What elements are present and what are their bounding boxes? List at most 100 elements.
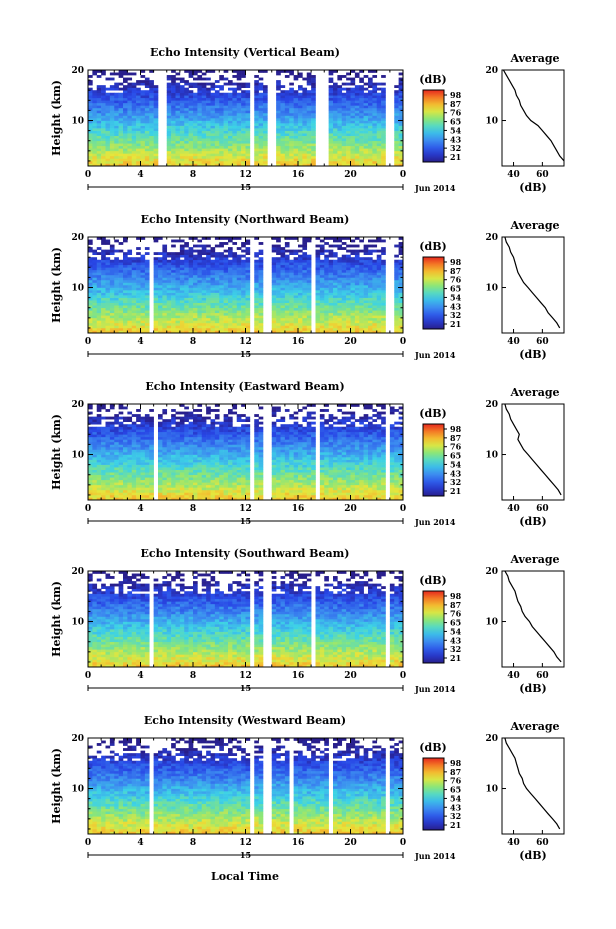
profile-xlabel: (dB) — [519, 849, 546, 862]
x-tick-label: 8 — [190, 170, 196, 180]
colorbar-tick-label: 65 — [450, 117, 461, 127]
date-marker: 15 — [240, 683, 251, 693]
y-tick-label: 10 — [71, 117, 84, 127]
profile-x-tick-label: 60 — [536, 838, 549, 848]
profile-line — [504, 570, 562, 663]
profile-y-tick-label: 10 — [485, 117, 498, 127]
y-axis-label: Height (km) — [50, 414, 63, 490]
profile-xlabel: (dB) — [519, 348, 546, 361]
colorbar-tick-label: 87 — [450, 99, 461, 109]
colorbar-unit: (dB) — [419, 73, 446, 86]
heatmap-cells — [88, 571, 404, 668]
profile-y-tick-label: 20 — [485, 400, 498, 410]
colorbar-tick-label: 32 — [450, 644, 461, 654]
beam-panel-2: Echo Intensity (Eastward Beam) 20 10 Height… — [50, 380, 565, 528]
x-tick-label: 12 — [239, 671, 252, 681]
x-tick-label: 20 — [344, 504, 357, 514]
panel-title: Echo Intensity (Vertical Beam) — [150, 46, 340, 59]
profile-line — [504, 737, 561, 830]
profile-frame — [501, 403, 565, 501]
profile-x-tick-label: 60 — [536, 337, 549, 347]
profile-y-tick-label: 20 — [485, 66, 498, 76]
profile-y-tick-label: 20 — [485, 734, 498, 744]
y-tick-label: 20 — [71, 66, 84, 76]
colorbar-unit: (dB) — [419, 574, 446, 587]
date-marker: 15 — [240, 516, 251, 526]
profile-y-tick-label: 20 — [485, 233, 498, 243]
beam-panel-0: Echo Intensity (Vertical Beam) 20 10 Height… — [50, 46, 565, 194]
profile-x-tick-label: 60 — [536, 504, 549, 514]
colorbar-tick-label: 54 — [450, 125, 462, 135]
colorbar-tick-label: 21 — [450, 653, 461, 663]
profile-x-tick-label: 60 — [536, 170, 549, 180]
panel-title: Echo Intensity (Northward Beam) — [141, 213, 350, 226]
heatmap-cells — [88, 404, 404, 501]
colorbar-tick-label: 32 — [450, 477, 461, 487]
colorbar-tick-label: 54 — [450, 626, 462, 636]
profile-line — [504, 236, 561, 329]
profile-title: Average — [509, 720, 559, 733]
profile-x-tick-label: 40 — [507, 170, 520, 180]
date-label: Jun 2014 — [414, 851, 456, 861]
colorbar-tick-label: 87 — [450, 433, 461, 443]
panel-title: Echo Intensity (Southward Beam) — [141, 547, 350, 560]
colorbar-unit: (dB) — [419, 407, 446, 420]
colorbar-tick-label: 54 — [450, 793, 462, 803]
x-tick-label: 4 — [137, 170, 143, 180]
profile-frame — [501, 236, 565, 334]
x-tick-label: 0 — [85, 504, 91, 514]
x-tick-label: 8 — [190, 671, 196, 681]
x-tick-label: 4 — [137, 838, 143, 848]
date-label: Jun 2014 — [414, 517, 456, 527]
colorbar-tick-label: 43 — [450, 635, 462, 645]
colorbar-unit: (dB) — [419, 240, 446, 253]
colorbar-tick-label: 21 — [450, 486, 461, 496]
date-label: Jun 2014 — [414, 684, 456, 694]
colorbar — [422, 256, 445, 330]
x-tick-label: 12 — [239, 504, 252, 514]
colorbar-tick-label: 87 — [450, 266, 461, 276]
colorbar-tick-label: 43 — [450, 468, 462, 478]
y-tick-label: 20 — [71, 734, 84, 744]
y-axis-label: Height (km) — [50, 80, 63, 156]
x-tick-label: 8 — [190, 504, 196, 514]
profile-x-tick-label: 40 — [507, 671, 520, 681]
colorbar-tick-label: 98 — [450, 90, 462, 100]
profile-y-tick-label: 10 — [485, 284, 498, 294]
colorbar-tick-label: 76 — [450, 776, 462, 786]
colorbar-tick-label: 54 — [450, 292, 462, 302]
x-tick-label: 16 — [292, 337, 305, 347]
y-tick-label: 10 — [71, 785, 84, 795]
profile-frame — [501, 69, 565, 167]
colorbar-tick-label: 21 — [450, 820, 461, 830]
x-tick-label: 20 — [344, 337, 357, 347]
date-marker: 15 — [240, 850, 251, 860]
colorbar-unit: (dB) — [419, 741, 446, 754]
beam-panel-1: Echo Intensity (Northward Beam) 20 10 Heigh… — [50, 213, 565, 361]
x-tick-label: 8 — [190, 838, 196, 848]
y-tick-label: 10 — [71, 451, 84, 461]
x-tick-label: 12 — [239, 337, 252, 347]
profile-line — [504, 403, 562, 496]
x-tick-label: 16 — [292, 170, 305, 180]
colorbar-tick-label: 87 — [450, 600, 461, 610]
colorbar-tick-label: 43 — [450, 134, 462, 144]
y-axis-label: Height (km) — [50, 581, 63, 657]
colorbar-tick-label: 98 — [450, 591, 462, 601]
profile-title: Average — [509, 386, 559, 399]
colorbar-tick-label: 65 — [450, 785, 461, 795]
profile-y-tick-label: 10 — [485, 451, 498, 461]
y-axis-label: Height (km) — [50, 748, 63, 824]
x-tick-label: 12 — [239, 170, 252, 180]
x-tick-label: 0 — [400, 337, 406, 347]
x-tick-label: 20 — [344, 671, 357, 681]
profile-xlabel: (dB) — [519, 682, 546, 695]
profile-xlabel: (dB) — [519, 515, 546, 528]
colorbar-tick-label: 76 — [450, 275, 462, 285]
x-tick-label: 16 — [292, 838, 305, 848]
heatmap-cells — [88, 237, 404, 334]
colorbar — [422, 423, 445, 497]
x-tick-label: 8 — [190, 337, 196, 347]
x-tick-label: 0 — [400, 838, 406, 848]
